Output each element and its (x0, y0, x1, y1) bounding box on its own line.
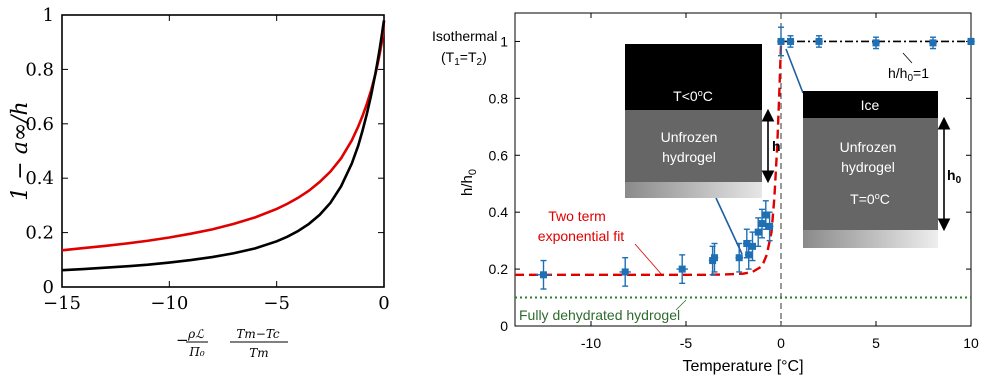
measurement-point (929, 36, 937, 50)
inset-thawed-arrow-label: h0 (947, 167, 962, 186)
left-axis-ticks: −15 −10 −5 0 0 0.2 0.4 0.6 0.8 1 (25, 5, 389, 314)
left-y-axis-label: 1 − a∞/h (8, 101, 33, 200)
inset-frozen-substrate (625, 182, 762, 198)
isothermal-label: Isothermal (432, 28, 497, 44)
measurement-point (765, 211, 774, 242)
inset-frozen-ice-layer (625, 44, 762, 110)
left-x-tick-label: −5 (263, 293, 290, 314)
right-x-tick-label: -10 (581, 335, 601, 351)
measurement-point (676, 254, 688, 285)
left-x-tick-label: 0 (378, 293, 389, 314)
left-x-axis-label: − ρℒ Π₀ Tm−Tc Tm (176, 327, 288, 360)
inset-thawed-hydrogel-layer (803, 118, 938, 230)
measurement-point (967, 37, 975, 45)
inset-frozen-body-line1: Unfrozen (661, 129, 718, 145)
svg-text:ρℒ: ρℒ (187, 327, 204, 341)
left-chart: −15 −10 −5 0 0 0.2 0.4 0.6 0.8 1 1 − a∞/h − ρℒ Π₀… (8, 5, 390, 360)
inset-thawed-connector (785, 48, 804, 94)
fit-label-line2: exponential fit (538, 228, 625, 244)
dehydrated-label: Fully dehydrated hydrogel (519, 307, 680, 323)
measurement-point (744, 239, 753, 270)
inset-frozen-hydrogel-layer (625, 110, 762, 182)
svg-text:Π₀: Π₀ (188, 345, 204, 359)
right-y-tick-label: 0.8 (489, 90, 509, 106)
inset-frozen-connector (715, 197, 743, 255)
right-y-axis-label: h/h0 (459, 169, 479, 196)
measurement-point (872, 36, 880, 50)
inset-thawed: Ice Unfrozen hydrogel T=0oC h0 (803, 91, 962, 248)
left-black-curve (61, 20, 386, 272)
right-axis-ticks: -10 -5 0 5 10 0 0.2 0.4 0.6 0.8 1 (489, 13, 979, 351)
measurement-point (619, 257, 631, 287)
left-x-tick-label: −15 (43, 293, 81, 314)
right-measurements (535, 26, 975, 290)
inset-frozen: T<0oC Unfrozen hydrogel h (625, 44, 781, 198)
right-fit-curve (515, 44, 783, 276)
right-y-tick-label: 0.4 (489, 204, 509, 220)
fit-label-line1: Two term (548, 208, 606, 224)
measurement-point (786, 35, 795, 48)
inset-frozen-temp-label: T<0oC (673, 88, 713, 104)
right-x-axis-label: Temperature [°C] (682, 358, 803, 375)
measurement-point (754, 217, 762, 248)
right-x-tick-label: -5 (680, 335, 693, 351)
right-y-tick-label: 0 (500, 318, 508, 334)
inset-frozen-body-line2: hydrogel (662, 149, 716, 165)
measurement-point (535, 259, 552, 290)
right-y-tick-label: 0.6 (489, 147, 509, 163)
right-x-tick-label: 5 (872, 335, 880, 351)
reference-label-leader (902, 52, 913, 64)
inset-thawed-substrate (803, 230, 938, 248)
right-x-tick-label: 10 (963, 335, 979, 351)
reference-line-label: h/h0=1 (888, 65, 929, 84)
measurement-point (758, 208, 766, 239)
right-y-tick-label: 0.2 (489, 261, 509, 277)
dehydrated-label-leader (675, 299, 687, 311)
left-y-tick-label: 0.8 (25, 59, 54, 80)
left-series-lines (61, 20, 386, 272)
left-y-tick-label: 0.2 (25, 223, 54, 244)
left-y-tick-label: 0.4 (25, 168, 54, 189)
isothermal-condition: (T1=T2) (441, 49, 487, 68)
svg-text:Tm−Tc: Tm−Tc (236, 327, 280, 341)
svg-text:Tm: Tm (249, 346, 268, 360)
measurement-point (710, 242, 719, 273)
inset-thawed-body-line1: Unfrozen (840, 139, 897, 155)
inset-frozen-arrow-label: h (772, 138, 781, 154)
right-y-tick-label: 1 (500, 33, 508, 49)
measurement-point (815, 35, 823, 48)
right-x-tick-label: 0 (777, 335, 785, 351)
inset-thawed-body-line2: hydrogel (841, 159, 895, 175)
left-y-tick-label: 0 (43, 277, 54, 298)
fit-label-leader (634, 243, 664, 277)
right-chart: -10 -5 0 5 10 0 0.2 0.4 0.6 0.8 1 h/h0 Temperature… (432, 12, 979, 375)
measurement-point (777, 26, 785, 57)
right-plot-frame (514, 12, 972, 327)
left-red-curve (61, 20, 386, 252)
left-y-tick-label: 1 (43, 5, 54, 26)
left-y-tick-label: 0.6 (25, 114, 54, 135)
fit-curve (515, 44, 783, 276)
left-x-tick-label: −10 (150, 293, 188, 314)
svg-text:−: − (176, 331, 189, 349)
inset-thawed-ice-label: Ice (861, 97, 880, 113)
left-plot-frame (61, 14, 385, 288)
inset-thawed-temp-label: T=0oC (850, 191, 890, 207)
inset-thawed-ice-layer (803, 91, 938, 118)
